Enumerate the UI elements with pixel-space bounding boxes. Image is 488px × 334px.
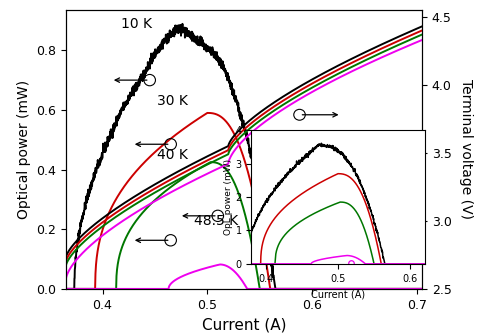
Y-axis label: OpL power (mW): OpL power (mW)	[224, 159, 233, 235]
Text: 48.5 K: 48.5 K	[194, 214, 238, 228]
Text: 30 K: 30 K	[157, 94, 188, 108]
Text: 40 K: 40 K	[157, 148, 188, 162]
Text: 10 K: 10 K	[122, 17, 152, 31]
X-axis label: Current (A): Current (A)	[202, 317, 286, 332]
X-axis label: Current (A): Current (A)	[311, 289, 365, 299]
Y-axis label: Terminal voltage (V): Terminal voltage (V)	[459, 79, 472, 219]
Y-axis label: Optical power (mW): Optical power (mW)	[17, 80, 31, 219]
